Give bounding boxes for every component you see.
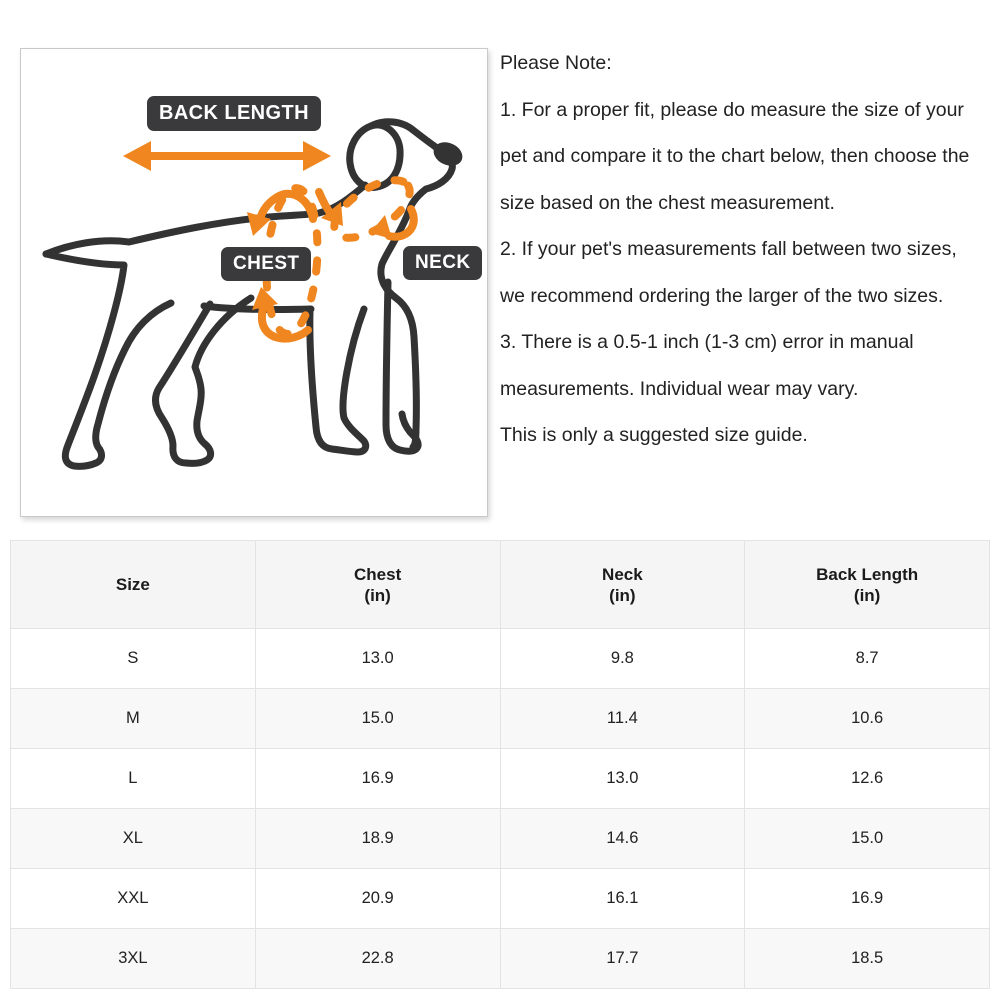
cell-neck: 14.6 <box>499 808 746 869</box>
neck-measure-arrows <box>315 176 418 242</box>
header-unit: (in) <box>364 585 391 605</box>
cell-size: L <box>10 748 256 809</box>
cell-chest: 16.9 <box>254 748 501 809</box>
header-label: Size <box>115 575 150 594</box>
table-row: L 16.9 13.0 12.6 <box>10 748 990 809</box>
dog-measurement-diagram: BACK LENGTH CHEST NECK <box>20 48 488 517</box>
chest-label: CHEST <box>221 247 312 281</box>
cell-size: M <box>10 688 256 749</box>
note-line: measurements. Individual wear may vary. <box>500 377 859 400</box>
cell-back-length: 15.0 <box>744 808 990 869</box>
size-chart-table: Size Chest (in) Neck (in) Back Length (in) … <box>10 540 990 989</box>
dog-nose <box>433 142 463 166</box>
note-line: pet and compare it to the chart below, t… <box>500 145 970 167</box>
cell-neck: 9.8 <box>499 628 746 689</box>
note-line: size based on the chest measurement. <box>500 191 835 214</box>
table-row: S 13.0 9.8 8.7 <box>10 628 990 689</box>
header-label: Neck <box>602 564 643 584</box>
cell-size: S <box>10 628 256 689</box>
col-header-neck: Neck (in) <box>499 540 746 629</box>
cell-chest: 15.0 <box>254 688 501 749</box>
header-unit: (in) <box>609 585 636 605</box>
cell-neck: 13.0 <box>499 748 746 809</box>
back-length-arrow <box>123 141 331 171</box>
note-line: Please Note: <box>500 52 612 74</box>
col-header-chest: Chest (in) <box>254 540 501 629</box>
cell-neck: 11.4 <box>499 688 746 749</box>
cell-back-length: 10.6 <box>744 688 990 749</box>
cell-size: XXL <box>10 868 256 929</box>
please-note-text: Please Note: 1. For a proper fit, please… <box>500 40 998 459</box>
cell-chest: 20.9 <box>254 868 501 929</box>
cell-chest: 18.9 <box>254 808 501 869</box>
back-length-label: BACK LENGTH <box>147 96 321 131</box>
note-line: 1. For a proper fit, please do measure t… <box>500 98 964 121</box>
note-line: This is only a suggested size guide. <box>500 424 808 446</box>
col-header-back-length: Back Length (in) <box>744 540 990 629</box>
table-row: XL 18.9 14.6 15.0 <box>10 808 990 869</box>
dog-outline <box>42 118 463 470</box>
cell-neck: 16.1 <box>499 868 746 929</box>
cell-chest: 22.8 <box>254 928 501 989</box>
table-row: 3XL 22.8 17.7 18.5 <box>10 928 990 989</box>
note-line: we recommend ordering the larger of the … <box>500 284 944 307</box>
header-unit: (in) <box>853 585 881 605</box>
cell-back-length: 12.6 <box>744 748 990 809</box>
note-line: 3. There is a 0.5-1 inch (1-3 cm) error … <box>500 331 914 353</box>
cell-back-length: 18.5 <box>744 928 990 989</box>
table-row: XXL 20.9 16.1 16.9 <box>10 868 990 929</box>
note-line: 2. If your pet's measurements fall betwe… <box>500 238 957 260</box>
table-row: M 15.0 11.4 10.6 <box>10 688 990 749</box>
cell-back-length: 16.9 <box>744 868 990 929</box>
header-label: Back Length <box>816 564 919 584</box>
cell-size: 3XL <box>10 928 256 989</box>
header-label: Chest <box>354 564 402 584</box>
col-header-size: Size <box>10 540 256 629</box>
neck-label: NECK <box>403 246 483 280</box>
cell-neck: 17.7 <box>499 928 746 989</box>
cell-chest: 13.0 <box>254 628 501 689</box>
table-header-row: Size Chest (in) Neck (in) Back Length (in) <box>10 540 990 629</box>
cell-size: XL <box>10 808 256 869</box>
cell-back-length: 8.7 <box>744 628 990 689</box>
